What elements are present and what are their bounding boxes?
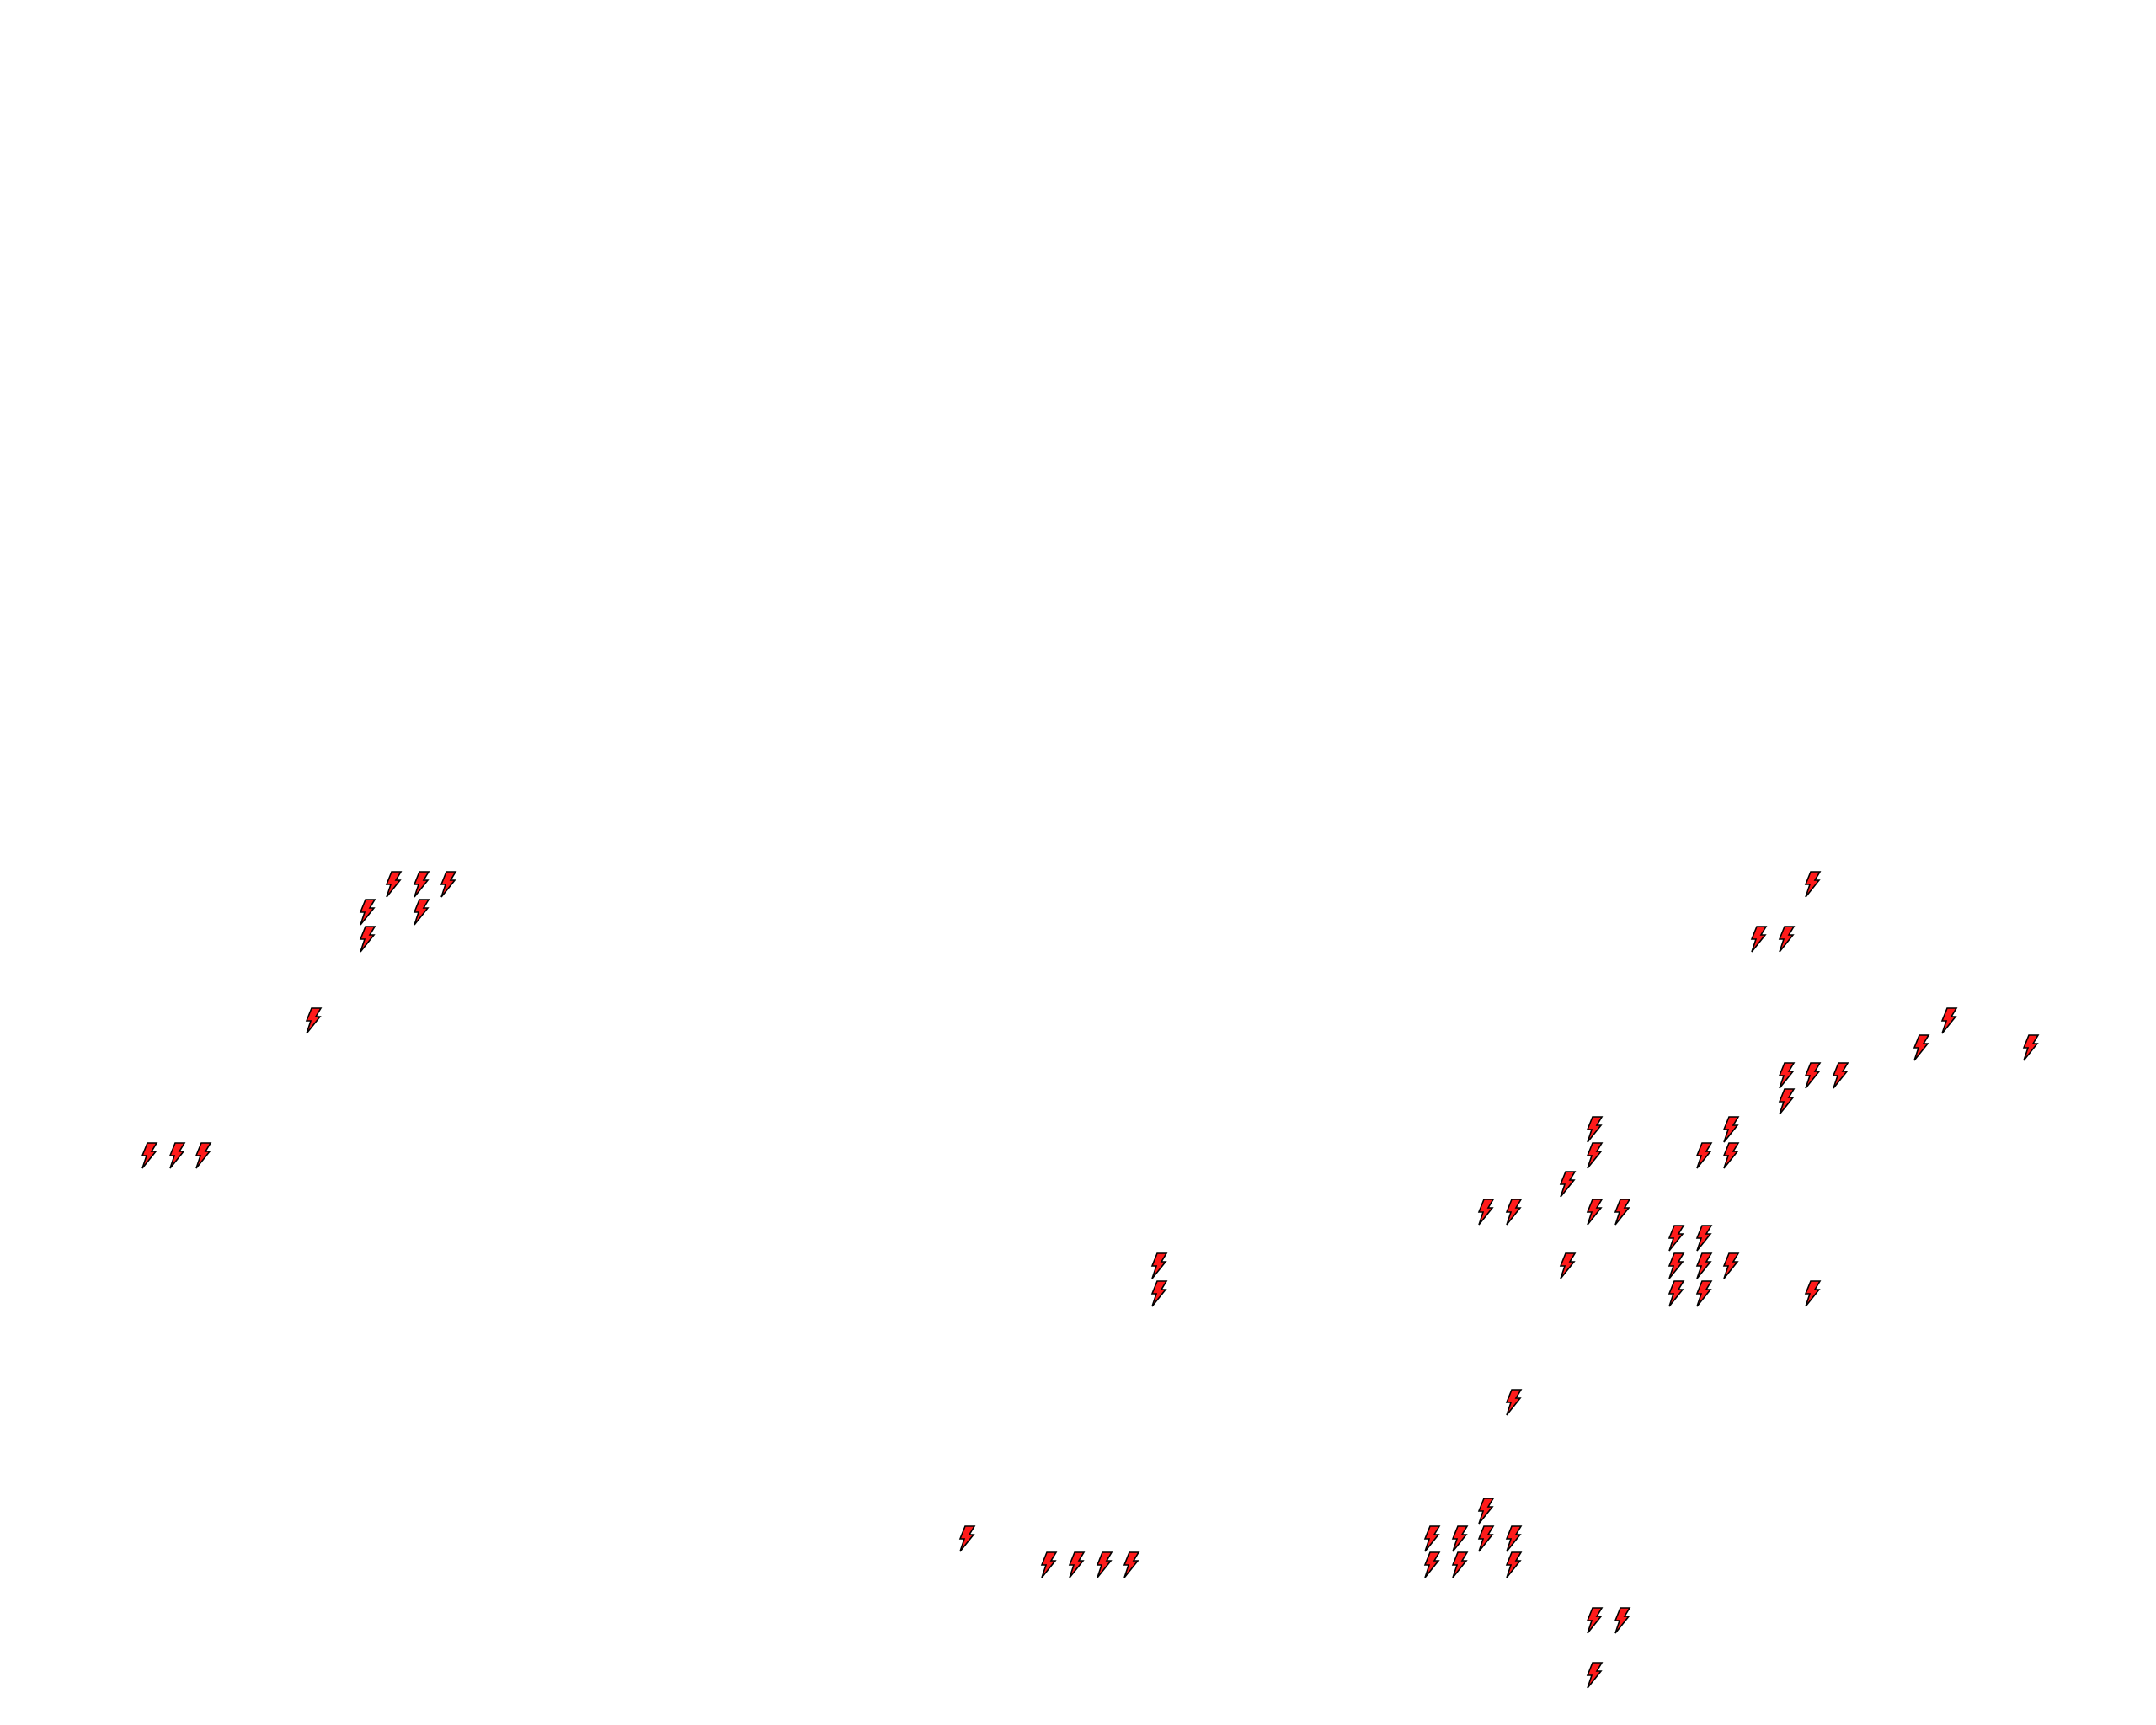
lightning-bolt-icon[interactable] [1558,1252,1577,1279]
lightning-bolt-icon[interactable] [1803,1280,1822,1307]
lightning-bolt-icon[interactable] [1450,1525,1469,1552]
lightning-bolt-icon[interactable] [1749,926,1768,953]
lightning-bolt-icon[interactable] [1613,1199,1631,1226]
lightning-bolt-icon[interactable] [1504,1199,1523,1226]
lightning-bolt-icon[interactable] [1585,1607,1604,1634]
lightning-bolt-icon[interactable] [1694,1142,1713,1169]
lightning-bolt-icon[interactable] [1422,1551,1441,1578]
lightning-bolt-icon[interactable] [1558,1171,1577,1198]
lightning-bolt-icon[interactable] [1777,1088,1796,1115]
lightning-bolt-icon[interactable] [1585,1116,1604,1143]
lightning-bolt-icon[interactable] [1721,1116,1740,1143]
lightning-bolt-icon[interactable] [1694,1280,1713,1307]
lightning-bolt-icon[interactable] [2021,1034,2040,1061]
lightning-bolt-icon[interactable] [1067,1551,1086,1578]
lightning-bolt-icon[interactable] [1150,1280,1168,1307]
lightning-bolt-icon[interactable] [1476,1199,1495,1226]
lightning-bolt-icon[interactable] [1777,926,1796,953]
lightning-bolt-icon[interactable] [1504,1551,1523,1578]
lightning-bolt-icon[interactable] [1613,1607,1631,1634]
lightning-bolt-icon[interactable] [1694,1252,1713,1279]
lightning-bolt-icon[interactable] [1721,1252,1740,1279]
lightning-bolt-icon[interactable] [1585,1199,1604,1226]
lightning-bolt-icon[interactable] [412,899,430,926]
lightning-bolt-icon[interactable] [304,1007,323,1034]
lightning-bolt-icon[interactable] [194,1142,212,1169]
lightning-bolt-icon[interactable] [140,1142,158,1169]
lightning-bolt-icon[interactable] [1912,1034,1930,1061]
lightning-bolt-icon[interactable] [1504,1525,1523,1552]
lightning-bolt-icon[interactable] [1831,1062,1849,1089]
lightning-bolt-icon[interactable] [1476,1525,1495,1552]
lightning-bolt-icon[interactable] [958,1525,976,1552]
lightning-bolt-icon[interactable] [1803,871,1822,898]
lightning-bolt-icon[interactable] [1667,1252,1685,1279]
lightning-bolt-icon[interactable] [1039,1551,1058,1578]
lightning-bolt-icon[interactable] [1667,1280,1685,1307]
lightning-bolt-icon[interactable] [1122,1551,1140,1578]
lightning-bolt-icon[interactable] [1422,1525,1441,1552]
lightning-bolt-icon[interactable] [358,899,376,926]
lightning-bolt-icon[interactable] [1777,1062,1796,1089]
lightning-bolt-icon[interactable] [1694,1225,1713,1252]
lightning-bolt-icon[interactable] [1504,1389,1523,1416]
lightning-bolt-icon[interactable] [358,926,376,953]
lightning-bolt-icon[interactable] [1940,1007,1958,1034]
lightning-bolt-icon[interactable] [1585,1662,1604,1689]
lightning-bolt-icon[interactable] [1476,1498,1495,1525]
lightning-bolt-icon[interactable] [1667,1225,1685,1252]
lightning-bolt-icon[interactable] [1803,1062,1822,1089]
lightning-bolt-icon[interactable] [412,871,430,898]
lightning-bolt-icon[interactable] [384,871,403,898]
lightning-bolt-icon[interactable] [1450,1551,1469,1578]
lightning-bolt-icon[interactable] [1150,1252,1168,1279]
lightning-bolt-icon[interactable] [1585,1142,1604,1169]
lightning-bolt-icon[interactable] [1095,1551,1113,1578]
lightning-bolt-icon[interactable] [1721,1142,1740,1169]
lightning-bolt-icon[interactable] [439,871,457,898]
lightning-bolt-icon[interactable] [168,1142,186,1169]
